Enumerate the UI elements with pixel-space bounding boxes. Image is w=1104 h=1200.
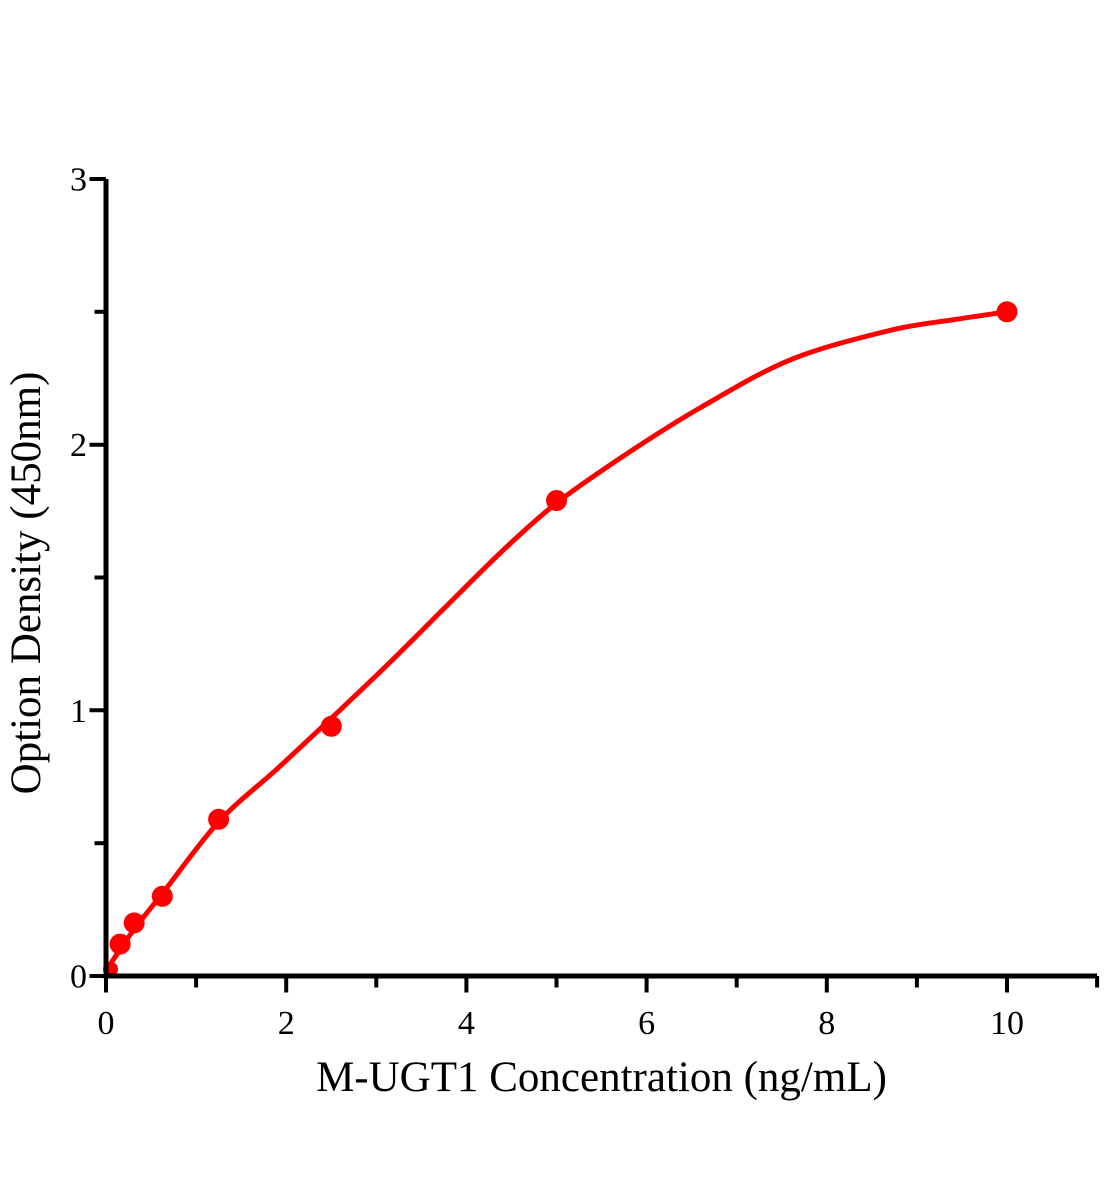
data-point xyxy=(320,715,342,737)
data-point xyxy=(546,490,567,511)
x-tick-label: 4 xyxy=(458,1005,475,1042)
x-tick-label: 10 xyxy=(990,1005,1024,1042)
y-axis-title: Option Density (450nm) xyxy=(3,372,50,795)
data-point xyxy=(151,885,173,907)
y-tick-label: 1 xyxy=(70,693,87,730)
y-tick-label: 2 xyxy=(70,427,87,464)
x-tick-label: 8 xyxy=(818,1005,835,1042)
data-point xyxy=(996,301,1018,323)
fit-curve xyxy=(103,309,1010,974)
x-tick-label: 0 xyxy=(98,1005,115,1042)
x-tick-label: 2 xyxy=(278,1005,295,1042)
x-tick-label: 6 xyxy=(638,1005,655,1042)
y-tick-label: 3 xyxy=(70,162,87,199)
y-tick-label: 0 xyxy=(70,959,87,996)
x-axis-title: M-UGT1 Concentration (ng/mL) xyxy=(316,1054,887,1101)
data-point xyxy=(123,912,145,934)
data-point xyxy=(109,933,131,955)
data-point xyxy=(208,808,230,830)
